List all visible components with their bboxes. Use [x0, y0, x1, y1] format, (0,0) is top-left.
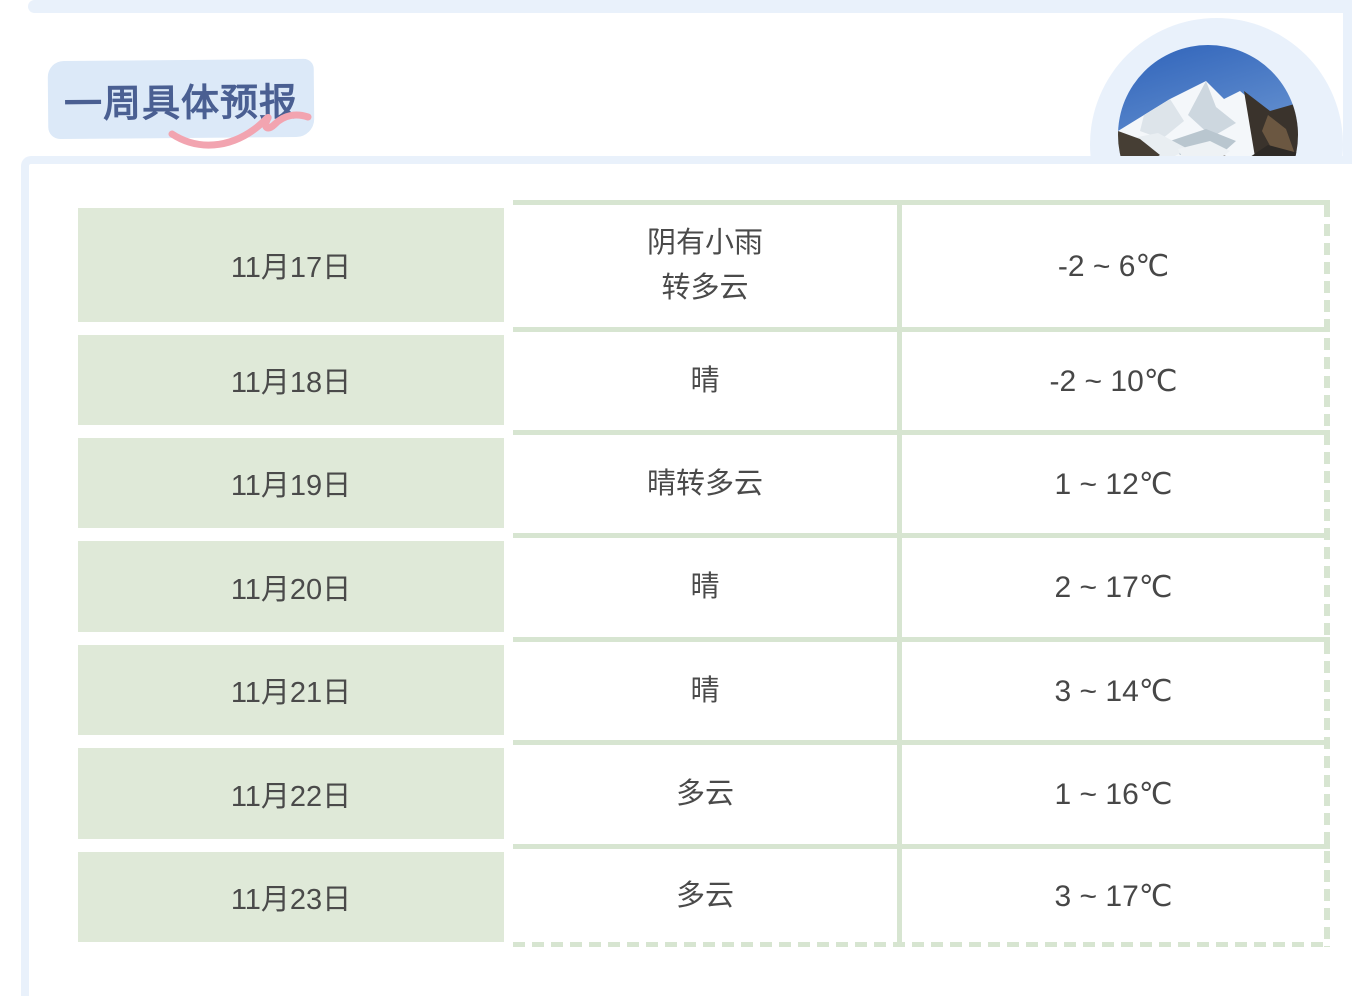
mountain-photo	[1118, 45, 1298, 157]
weather-label: 晴	[690, 674, 720, 707]
temp-label: 1 ~ 12℃	[1054, 467, 1173, 501]
table-row: 晴 3 ~ 14℃	[513, 642, 1330, 740]
table-row: 晴 2 ~ 17℃	[513, 538, 1330, 637]
temp-cell: -2 ~ 10℃	[902, 332, 1325, 430]
top-right-blue-strip	[1343, 0, 1352, 157]
date-cell: 11月18日	[78, 335, 504, 425]
weather-temp-columns: 阴有小雨 转多云 -2 ~ 6℃ 晴 -2 ~ 10℃ 晴转多云 1 ~ 12℃…	[513, 200, 1330, 947]
table-row: 晴转多云 1 ~ 12℃	[513, 435, 1330, 533]
weather-label: 晴	[690, 364, 720, 397]
date-label: 11月21日	[230, 677, 352, 709]
temp-label: 2 ~ 17℃	[1054, 571, 1173, 604]
weather-label: 阴有小雨 转多云	[646, 227, 763, 304]
weather-label: 多云	[675, 778, 734, 811]
table-row: 多云 1 ~ 16℃	[513, 745, 1330, 844]
squiggle-underline	[168, 111, 312, 149]
temp-cell: 1 ~ 12℃	[902, 435, 1325, 533]
table-rows: 阴有小雨 转多云 -2 ~ 6℃ 晴 -2 ~ 10℃ 晴转多云 1 ~ 12℃…	[513, 205, 1330, 943]
temp-cell: -2 ~ 6℃	[902, 205, 1325, 327]
row-divider	[513, 637, 1330, 642]
date-label: 11月20日	[230, 573, 352, 606]
row-divider	[513, 327, 1330, 332]
temp-label: -2 ~ 10℃	[1049, 364, 1178, 398]
content-card: 11月17日 11月18日 11月19日 11月20日 11月21日 11月22…	[21, 156, 1352, 996]
weather-cell: 晴	[513, 538, 897, 637]
temp-cell: 3 ~ 17℃	[902, 849, 1325, 943]
temp-cell: 2 ~ 17℃	[902, 538, 1325, 637]
date-cell: 11月21日	[78, 645, 504, 735]
table-bottom-dashed-border	[513, 942, 1330, 947]
date-label: 11月22日	[230, 780, 352, 813]
temp-label: 1 ~ 16℃	[1054, 778, 1173, 811]
weather-cell: 晴	[513, 642, 897, 740]
row-divider	[513, 740, 1330, 745]
weather-label: 晴	[690, 571, 720, 604]
row-divider	[513, 533, 1330, 538]
temp-cell: 1 ~ 16℃	[902, 745, 1325, 844]
date-label: 11月23日	[230, 884, 352, 916]
mountain-photo-circle	[1118, 45, 1298, 157]
date-cell: 11月19日	[78, 438, 504, 528]
date-cell: 11月23日	[78, 852, 504, 942]
temp-label: 3 ~ 14℃	[1054, 674, 1173, 708]
date-label: 11月17日	[230, 252, 352, 284]
date-cell: 11月22日	[78, 748, 504, 839]
weather-cell: 晴	[513, 332, 897, 430]
table-row: 阴有小雨 转多云 -2 ~ 6℃	[513, 205, 1330, 327]
weather-label: 多云	[675, 879, 734, 912]
top-blue-band	[28, 0, 1352, 13]
row-divider	[513, 430, 1330, 435]
weather-label: 晴转多云	[646, 467, 763, 500]
weather-cell: 多云	[513, 849, 897, 943]
column-divider	[897, 200, 902, 947]
date-column: 11月17日 11月18日 11月19日 11月20日 11月21日 11月22…	[78, 200, 504, 947]
row-divider	[513, 844, 1330, 849]
mountain-illustration	[1118, 45, 1298, 157]
temp-label: -2 ~ 6℃	[1057, 249, 1170, 283]
weather-cell: 阴有小雨 转多云	[513, 205, 897, 327]
temp-label: 3 ~ 17℃	[1054, 879, 1173, 913]
temp-cell: 3 ~ 14℃	[902, 642, 1325, 740]
table-row: 晴 -2 ~ 10℃	[513, 332, 1330, 430]
forecast-table: 11月17日 11月18日 11月19日 11月20日 11月21日 11月22…	[78, 200, 1330, 947]
weather-cell: 多云	[513, 745, 897, 844]
weather-cell: 晴转多云	[513, 435, 897, 533]
date-cell: 11月17日	[78, 208, 504, 322]
table-right-dashed-border	[1324, 205, 1330, 947]
table-top-border	[513, 200, 1330, 205]
date-label: 11月18日	[230, 367, 352, 399]
date-cell: 11月20日	[78, 541, 504, 632]
date-label: 11月19日	[230, 470, 352, 502]
table-row: 多云 3 ~ 17℃	[513, 849, 1330, 943]
